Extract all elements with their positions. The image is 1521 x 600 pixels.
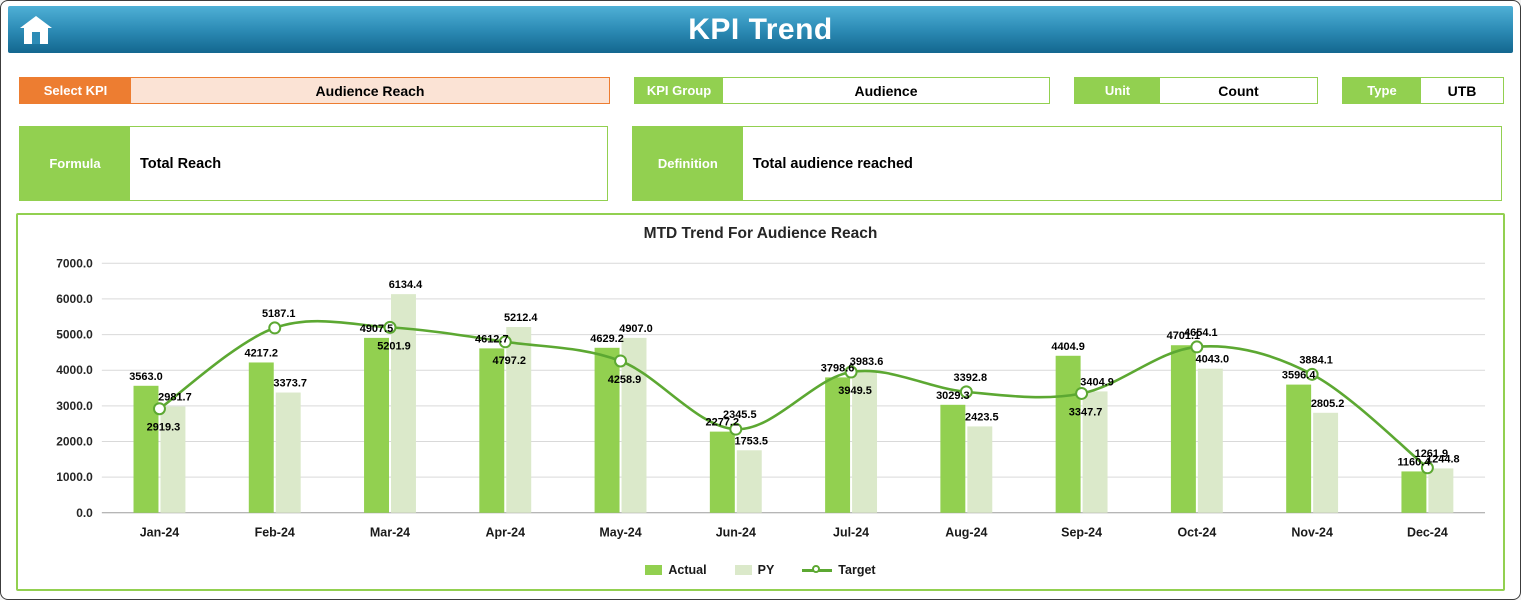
svg-text:Nov-24: Nov-24 (1291, 526, 1333, 540)
svg-text:2423.5: 2423.5 (965, 411, 999, 423)
select-kpi-label[interactable]: Select KPI (20, 78, 131, 103)
legend-py-swatch (734, 565, 752, 575)
svg-text:4907.5: 4907.5 (360, 323, 394, 335)
page-title: KPI Trend (688, 12, 833, 46)
svg-text:3884.1: 3884.1 (1299, 354, 1333, 366)
trend-chart: 0.0 1000.0 2000.0 3000.0 4000.0 5000.0 6000.0 7… (22, 249, 1499, 561)
filters-row: Select KPI Audience Reach KPI Group Audi… (8, 77, 1513, 104)
home-icon[interactable] (16, 12, 56, 48)
svg-text:3392.8: 3392.8 (954, 372, 988, 384)
svg-text:3404.9: 3404.9 (1080, 376, 1114, 388)
trend-chart-svg: 0.0 1000.0 2000.0 3000.0 4000.0 5000.0 6000.0 7… (56, 256, 1486, 540)
chart-legend: Actual PY Target (22, 563, 1499, 577)
svg-text:Oct-24: Oct-24 (1177, 526, 1216, 540)
svg-text:5000.0: 5000.0 (56, 328, 93, 342)
svg-text:Dec-24: Dec-24 (1407, 526, 1448, 540)
select-kpi-field: Select KPI Audience Reach (19, 77, 610, 104)
svg-text:3347.7: 3347.7 (1069, 406, 1103, 418)
svg-text:6134.4: 6134.4 (389, 279, 423, 291)
svg-text:4701.1: 4701.1 (1167, 330, 1201, 342)
svg-text:Jul-24: Jul-24 (833, 526, 869, 540)
info-row: Formula Total Reach Definition Total aud… (8, 126, 1513, 201)
kpi-group-label: KPI Group (635, 78, 723, 103)
svg-text:4629.2: 4629.2 (590, 333, 624, 345)
title-bar: KPI Trend (8, 6, 1513, 53)
svg-text:2000.0: 2000.0 (56, 434, 93, 448)
svg-text:Sep-24: Sep-24 (1061, 526, 1102, 540)
svg-text:4907.0: 4907.0 (619, 323, 653, 335)
svg-text:3798.6: 3798.6 (821, 362, 855, 374)
formula-label: Formula (20, 127, 130, 200)
svg-text:4217.2: 4217.2 (244, 347, 278, 359)
svg-text:3029.3: 3029.3 (936, 390, 970, 402)
kpi-group-value: Audience (723, 78, 1049, 103)
svg-text:2919.3: 2919.3 (147, 422, 181, 434)
svg-text:4258.9: 4258.9 (608, 374, 642, 386)
svg-text:3949.5: 3949.5 (838, 385, 872, 397)
svg-text:1000.0: 1000.0 (56, 470, 93, 484)
svg-text:May-24: May-24 (599, 526, 641, 540)
svg-text:7000.0: 7000.0 (56, 256, 93, 270)
svg-text:Jan-24: Jan-24 (140, 526, 180, 540)
svg-text:4797.2: 4797.2 (492, 355, 526, 367)
svg-text:4612.7: 4612.7 (475, 333, 509, 345)
svg-text:5187.1: 5187.1 (262, 308, 296, 320)
definition-box: Definition Total audience reached (631, 126, 1502, 201)
svg-text:1753.5: 1753.5 (734, 435, 768, 447)
legend-py-label: PY (757, 563, 775, 577)
svg-text:Aug-24: Aug-24 (945, 526, 987, 540)
svg-text:Mar-24: Mar-24 (370, 526, 410, 540)
unit-label: Unit (1075, 78, 1160, 103)
legend-item-actual: Actual (645, 563, 707, 577)
unit-value: Count (1160, 78, 1317, 103)
svg-text:3000.0: 3000.0 (56, 399, 93, 413)
svg-text:1160.4: 1160.4 (1397, 456, 1431, 468)
svg-text:4043.0: 4043.0 (1196, 354, 1230, 366)
svg-text:6000.0: 6000.0 (56, 292, 93, 306)
svg-text:Jun-24: Jun-24 (716, 526, 756, 540)
svg-text:0.0: 0.0 (76, 506, 93, 520)
type-value: UTB (1421, 78, 1503, 103)
svg-text:3983.6: 3983.6 (850, 356, 884, 368)
chart-title: MTD Trend For Audience Reach (643, 225, 878, 242)
formula-value: Total Reach (140, 155, 222, 172)
legend-target-marker (812, 564, 821, 573)
legend-actual-label: Actual (668, 563, 707, 577)
svg-text:3563.0: 3563.0 (129, 371, 163, 383)
kpi-group-field: KPI Group Audience (634, 77, 1050, 104)
svg-text:1261.9: 1261.9 (1415, 448, 1449, 460)
unit-field: Unit Count (1074, 77, 1318, 104)
svg-text:4654.1: 4654.1 (1184, 327, 1218, 339)
svg-text:5212.4: 5212.4 (504, 312, 538, 324)
svg-text:5201.9: 5201.9 (377, 340, 411, 352)
legend-target-label: Target (838, 563, 876, 577)
select-kpi-value[interactable]: Audience Reach (131, 78, 609, 103)
svg-text:4000.0: 4000.0 (56, 363, 93, 377)
legend-item-py: PY (734, 563, 775, 577)
svg-text:Feb-24: Feb-24 (255, 526, 295, 540)
svg-text:2277.2: 2277.2 (706, 417, 740, 429)
legend-target-swatch (802, 564, 833, 573)
svg-text:2981.7: 2981.7 (158, 392, 192, 404)
definition-label: Definition (632, 127, 743, 200)
svg-text:4404.9: 4404.9 (1051, 341, 1085, 353)
chart-panel: MTD Trend For Audience Reach 0.0 1000.0 20… (16, 213, 1505, 591)
legend-actual-swatch (645, 565, 663, 575)
definition-value: Total audience reached (752, 155, 913, 172)
svg-text:3596.4: 3596.4 (1282, 370, 1316, 382)
formula-box: Formula Total Reach (19, 126, 608, 201)
type-field: Type UTB (1342, 77, 1504, 104)
svg-text:2805.2: 2805.2 (1311, 398, 1345, 410)
svg-text:2345.5: 2345.5 (723, 409, 757, 421)
type-label: Type (1343, 78, 1421, 103)
svg-text:Apr-24: Apr-24 (486, 526, 526, 540)
svg-text:1244.8: 1244.8 (1426, 453, 1460, 465)
svg-text:3373.7: 3373.7 (273, 378, 307, 390)
legend-item-target: Target (802, 563, 876, 577)
